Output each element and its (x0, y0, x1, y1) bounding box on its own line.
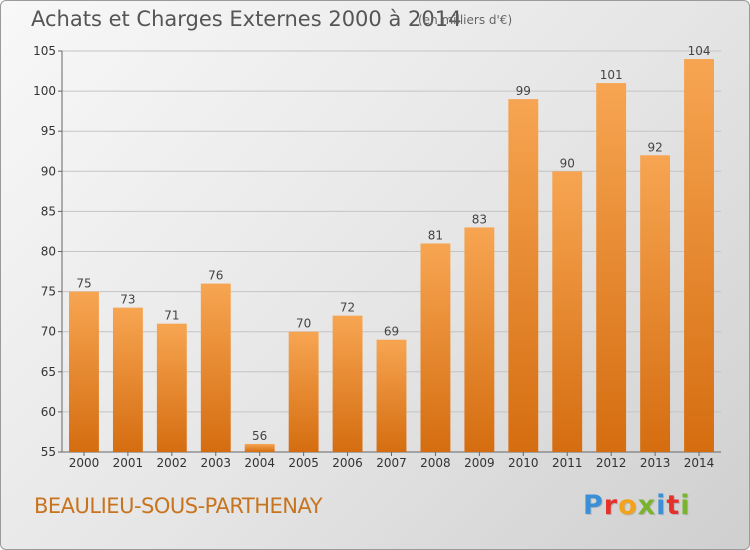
bar-2010 (508, 99, 539, 453)
bar-2002 (156, 323, 187, 452)
y-tick-label: 60 (41, 405, 56, 419)
bar-2001 (112, 307, 143, 452)
y-tick-label: 100 (33, 84, 56, 98)
bar-2014 (684, 59, 714, 453)
x-tick-label: 2007 (376, 456, 407, 470)
logo-letter: i (680, 490, 691, 521)
data-label: 69 (384, 325, 399, 339)
y-tick-label: 105 (33, 44, 56, 58)
data-label: 101 (600, 68, 623, 82)
x-tick-label: 2001 (113, 456, 144, 470)
x-tick-label: 2012 (596, 456, 627, 470)
logo-letter: t (666, 490, 681, 521)
data-label: 83 (472, 212, 487, 226)
bar-2006 (332, 315, 363, 452)
x-tick-label: 2011 (552, 456, 583, 470)
data-label: 73 (120, 293, 135, 307)
logo-letter: P (583, 490, 604, 521)
bar-2011 (552, 171, 583, 453)
data-label: 70 (296, 317, 311, 331)
data-label: 104 (688, 44, 711, 58)
bar-2005 (288, 331, 319, 452)
y-tick-label: 65 (41, 365, 56, 379)
x-tick-label: 2009 (464, 456, 495, 470)
x-tick-label: 2000 (69, 456, 100, 470)
data-label: 56 (252, 429, 267, 443)
x-tick-label: 2008 (420, 456, 451, 470)
data-label: 71 (164, 309, 179, 323)
y-tick-label: 55 (41, 445, 56, 459)
chart-subtitle: (en milliers d'€) (418, 13, 513, 27)
logo-letter: r (603, 490, 619, 521)
x-tick-label: 2004 (244, 456, 275, 470)
chart-title: Achats et Charges Externes 2000 à 2014 (31, 7, 462, 31)
data-label: 72 (340, 301, 355, 315)
data-label: 92 (647, 140, 662, 154)
y-tick-label: 85 (41, 204, 56, 218)
commune-name: BEAULIEU-SOUS-PARTHENAY (34, 494, 323, 518)
x-tick-label: 2014 (684, 456, 715, 470)
x-tick-label: 2010 (508, 456, 539, 470)
x-tick-label: 2006 (332, 456, 363, 470)
y-tick-label: 90 (41, 164, 56, 178)
bar-2009 (464, 227, 495, 452)
bar-2008 (420, 243, 451, 452)
x-tick-label: 2013 (640, 456, 671, 470)
logo-letter: o (618, 490, 638, 521)
logo-letter: i (656, 490, 667, 521)
proxiti-logo: Proxiti (583, 490, 691, 521)
y-tick-label: 95 (41, 124, 56, 138)
y-tick-label: 80 (41, 245, 56, 259)
bar-2007 (376, 339, 407, 452)
bar-2013 (640, 155, 671, 452)
y-tick-label: 75 (41, 285, 56, 299)
logo-letter: x (637, 490, 657, 521)
bars (69, 59, 714, 453)
bar-2004 (244, 443, 275, 452)
bar-2000 (69, 291, 99, 452)
data-label: 76 (208, 269, 223, 283)
data-label: 81 (428, 228, 443, 242)
bar-2003 (200, 283, 231, 452)
data-label: 75 (76, 277, 91, 291)
bar-2012 (596, 83, 627, 452)
x-tick-label: 2003 (200, 456, 231, 470)
x-tick-label: 2005 (288, 456, 319, 470)
x-tick-label: 2002 (157, 456, 188, 470)
data-label: 90 (560, 156, 575, 170)
y-tick-label: 70 (41, 325, 56, 339)
labels: 55 60 65 70 75 80 85 90 95 100 105 2000 75 2001 73 2002… (33, 44, 714, 470)
data-label: 99 (516, 84, 531, 98)
